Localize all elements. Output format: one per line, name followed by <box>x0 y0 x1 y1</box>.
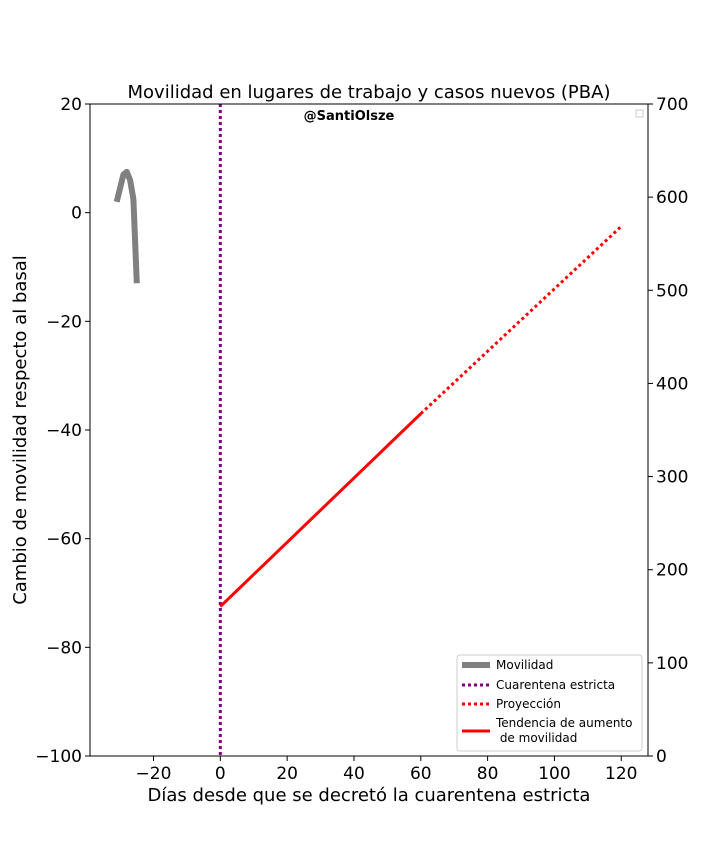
legend-label-cuarentena: Cuarentena estricta <box>496 678 615 692</box>
y-tick-label: −80 <box>46 638 82 658</box>
legend-label-tendencia-line1: Tendencia de aumento <box>495 716 632 730</box>
series-2-line <box>419 225 623 415</box>
y2-tick-label: 600 <box>656 188 688 208</box>
y2-tick-label: 500 <box>656 281 688 301</box>
y-tick-label: 0 <box>71 204 82 224</box>
x-tick-label: 120 <box>605 764 637 784</box>
legend-box <box>456 654 643 752</box>
y2-tick-label: 400 <box>656 374 688 394</box>
y2-tick-label: 0 <box>656 747 667 767</box>
y-tick-label: −40 <box>46 421 82 441</box>
x-tick-label: 40 <box>343 764 365 784</box>
legend-label-tendencia-line2: de movilidad <box>496 731 577 745</box>
x-axis-label: Días desde que se decretó la cuarentena … <box>148 785 591 806</box>
x-tick-label: 60 <box>410 764 432 784</box>
y2-tick-label: 700 <box>656 95 688 115</box>
legend: Movilidad Cuarentena estricta Proyección… <box>456 654 643 752</box>
chart-title: Movilidad en lugares de trabajo y casos … <box>128 82 611 103</box>
legend-label-movilidad: Movilidad <box>496 658 553 672</box>
y2-tick-label: 300 <box>656 468 688 488</box>
x-tick-label: 80 <box>477 764 499 784</box>
x-tick-label: 20 <box>276 764 298 784</box>
y2-tick-label: 200 <box>656 561 688 581</box>
x-tick-label: 100 <box>538 764 570 784</box>
legend-label-proyeccion: Proyección <box>496 697 561 711</box>
y-tick-label: 20 <box>60 95 82 115</box>
y-tick-label: −20 <box>46 312 82 332</box>
series-3-line <box>219 412 422 608</box>
y2-tick-label: 100 <box>656 654 688 674</box>
y-tick-label: −100 <box>35 747 82 767</box>
x-tick-label: 0 <box>215 764 226 784</box>
y-axis-label: Cambio de movilidad respecto al basal <box>10 255 31 605</box>
x-tick-label: −20 <box>136 764 172 784</box>
y-tick-label: −60 <box>46 530 82 550</box>
legend-empty-box <box>635 109 644 118</box>
series-0-line <box>113 168 140 284</box>
watermark-text: @SantiOlsze <box>304 109 395 124</box>
